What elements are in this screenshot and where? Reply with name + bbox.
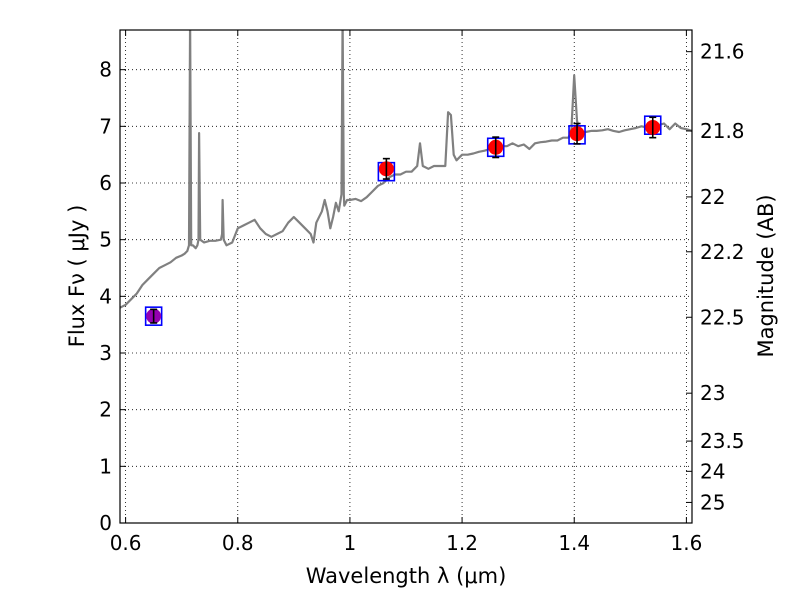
y2-axis-label: Magnitude (AB): [754, 194, 778, 357]
plot-frame: [119, 29, 693, 524]
x-tick-label: 0.8: [222, 531, 254, 555]
y2-tick-label: 24: [700, 459, 725, 483]
y-axis-label: Flux Fν ( μJy ): [65, 205, 89, 348]
y2-tick-label: 21.8: [700, 119, 745, 143]
axis-ticks: 0.6 0.8 1 1.2 1.4 1.601234567821.621.82222.22…: [99, 30, 745, 555]
data-marks-layer: [144, 115, 662, 326]
y-tick-label: 0: [99, 511, 112, 535]
y2-tick-label: 23.5: [700, 429, 745, 453]
model-photometry-box: [144, 306, 163, 326]
y2-tick-label: 23: [700, 381, 725, 405]
y-tick-label: 6: [99, 171, 112, 195]
x-tick-label: 1: [344, 531, 357, 555]
y-tick-label: 5: [99, 228, 112, 252]
y-tick-label: 8: [99, 58, 112, 82]
y2-tick-label: 22.5: [700, 305, 745, 329]
y-tick-label: 1: [99, 454, 112, 478]
y-tick-label: 3: [99, 341, 112, 365]
x-tick-label: 1.4: [558, 531, 590, 555]
grid-lines: [120, 30, 692, 524]
model-spectrum-layer: [120, 30, 692, 309]
y-tick-label: 7: [99, 114, 112, 138]
y-tick-label: 2: [99, 398, 112, 422]
x-tick-label: 1.6: [670, 531, 702, 555]
y2-tick-label: 22: [700, 185, 725, 209]
y2-tick-label: 25: [700, 490, 725, 514]
model-spectrum-line: [120, 30, 692, 309]
y2-tick-label: 22.2: [700, 240, 745, 264]
x-tick-label: 1.2: [446, 531, 478, 555]
y-tick-label: 4: [99, 284, 112, 308]
x-axis-label: Wavelength λ (μm): [306, 564, 507, 588]
x-tick-label: 0.6: [110, 531, 142, 555]
y2-tick-label: 21.6: [700, 40, 745, 64]
